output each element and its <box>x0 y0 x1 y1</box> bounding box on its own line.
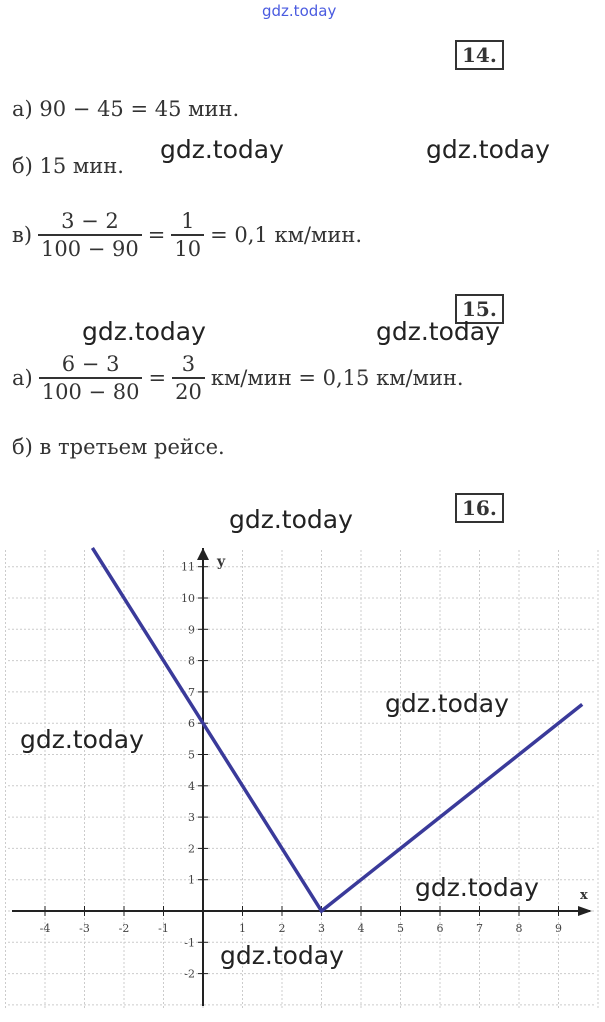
y-tick-label: -1 <box>184 936 195 949</box>
x-tick-label: 9 <box>555 922 562 935</box>
y-tick-label: 2 <box>188 842 195 855</box>
denominator: 10 <box>171 234 205 262</box>
x-tick-label: 3 <box>318 922 325 935</box>
y-tick-label: 10 <box>181 592 195 605</box>
y-tick-label: -2 <box>184 968 195 981</box>
y-tick-label: 11 <box>181 561 195 574</box>
problem-16-number: 16. <box>455 493 504 523</box>
watermark: gdz.today <box>415 873 539 902</box>
y-tick-label: 1 <box>188 874 195 887</box>
problem-15-b: б) в третьем рейсе. <box>12 435 225 459</box>
function-graph-line <box>90 546 584 914</box>
watermark: gdz.today <box>82 317 206 346</box>
numerator: 1 <box>181 209 195 233</box>
x-tick-label: 8 <box>516 922 523 935</box>
graph: y x -4 -3 -2 -1 1 2 3 4 5 6 7 8 9 -2 -1 1 2 3 4 5 6 7 8 9 10 11 <box>5 546 599 1010</box>
fraction: 1 10 <box>171 208 205 262</box>
grid <box>5 550 599 1010</box>
problem-14-c: в) 3 − 2 100 − 90 = 1 10 = 0,1 км/мин. <box>12 208 362 262</box>
watermark: gdz.today <box>160 135 284 164</box>
y-tick-label: 5 <box>188 749 195 762</box>
problem-14-b: б) 15 мин. <box>12 154 124 178</box>
x-tick-label: 7 <box>476 922 483 935</box>
answer: 90 − 45 = 45 мин. <box>39 97 240 121</box>
x-tick-label: -2 <box>119 922 130 935</box>
problem-14-a: а) 90 − 45 = 45 мин. <box>12 97 239 121</box>
x-axis-label: x <box>580 888 588 903</box>
numerator: 3 − 2 <box>61 209 119 233</box>
label: а) <box>12 97 33 121</box>
y-tick-label: 8 <box>188 655 195 668</box>
y-axis-arrow <box>197 548 209 560</box>
label: б) <box>12 154 33 178</box>
fraction: 3 20 <box>172 351 205 405</box>
denominator: 100 − 80 <box>38 377 143 405</box>
watermark: gdz.today <box>385 689 509 718</box>
answer: в третьем рейсе. <box>39 435 225 459</box>
axes <box>12 548 592 1006</box>
x-axis-arrow <box>578 906 592 916</box>
series <box>90 546 584 914</box>
problem-14-number: 14. <box>455 40 504 70</box>
label: а) <box>12 366 33 390</box>
x-tick-label: 4 <box>358 922 365 935</box>
answer: 15 мин. <box>39 154 124 178</box>
watermark: gdz.today <box>20 725 144 754</box>
equals: = <box>147 223 166 247</box>
y-axis-label: y <box>216 554 226 570</box>
tick-labels: y x -4 -3 -2 -1 1 2 3 4 5 6 7 8 9 -2 -1 1 2 3 4 5 6 7 8 9 10 11 <box>40 554 588 981</box>
label: б) <box>12 435 33 459</box>
watermark: gdz.today <box>426 135 550 164</box>
y-tick-label: 4 <box>188 780 195 793</box>
x-tick-label: 5 <box>397 922 404 935</box>
x-tick-label: 6 <box>437 922 444 935</box>
result: км/мин = 0,15 км/мин. <box>210 366 464 390</box>
problem-15-number: 15. <box>455 294 504 324</box>
equals: = <box>148 366 167 390</box>
result: = 0,1 км/мин. <box>210 223 363 247</box>
watermark: gdz.today <box>376 317 500 346</box>
numerator: 3 <box>181 352 196 376</box>
x-tick-label: -3 <box>79 922 90 935</box>
x-tick-label: 1 <box>239 922 246 935</box>
x-tick-label: 2 <box>279 922 286 935</box>
numerator: 6 − 3 <box>61 352 120 376</box>
watermark: gdz.today <box>220 941 344 970</box>
watermark: gdz.today <box>229 505 353 534</box>
label: в) <box>12 223 33 247</box>
denominator: 100 − 90 <box>38 234 142 262</box>
x-tick-label: -1 <box>158 922 169 935</box>
watermark-top: gdz.today <box>262 2 337 20</box>
y-tick-label: 3 <box>188 811 195 824</box>
y-tick-label: 9 <box>188 623 195 636</box>
fraction: 3 − 2 100 − 90 <box>38 208 142 262</box>
fraction: 6 − 3 100 − 80 <box>38 351 143 405</box>
denominator: 20 <box>172 377 205 405</box>
y-tick-label: 7 <box>188 686 195 699</box>
y-tick-label: 6 <box>188 717 195 730</box>
problem-15-a: а) 6 − 3 100 − 80 = 3 20 км/мин = 0,15 км/… <box>12 351 464 405</box>
x-tick-label: -4 <box>40 922 51 935</box>
